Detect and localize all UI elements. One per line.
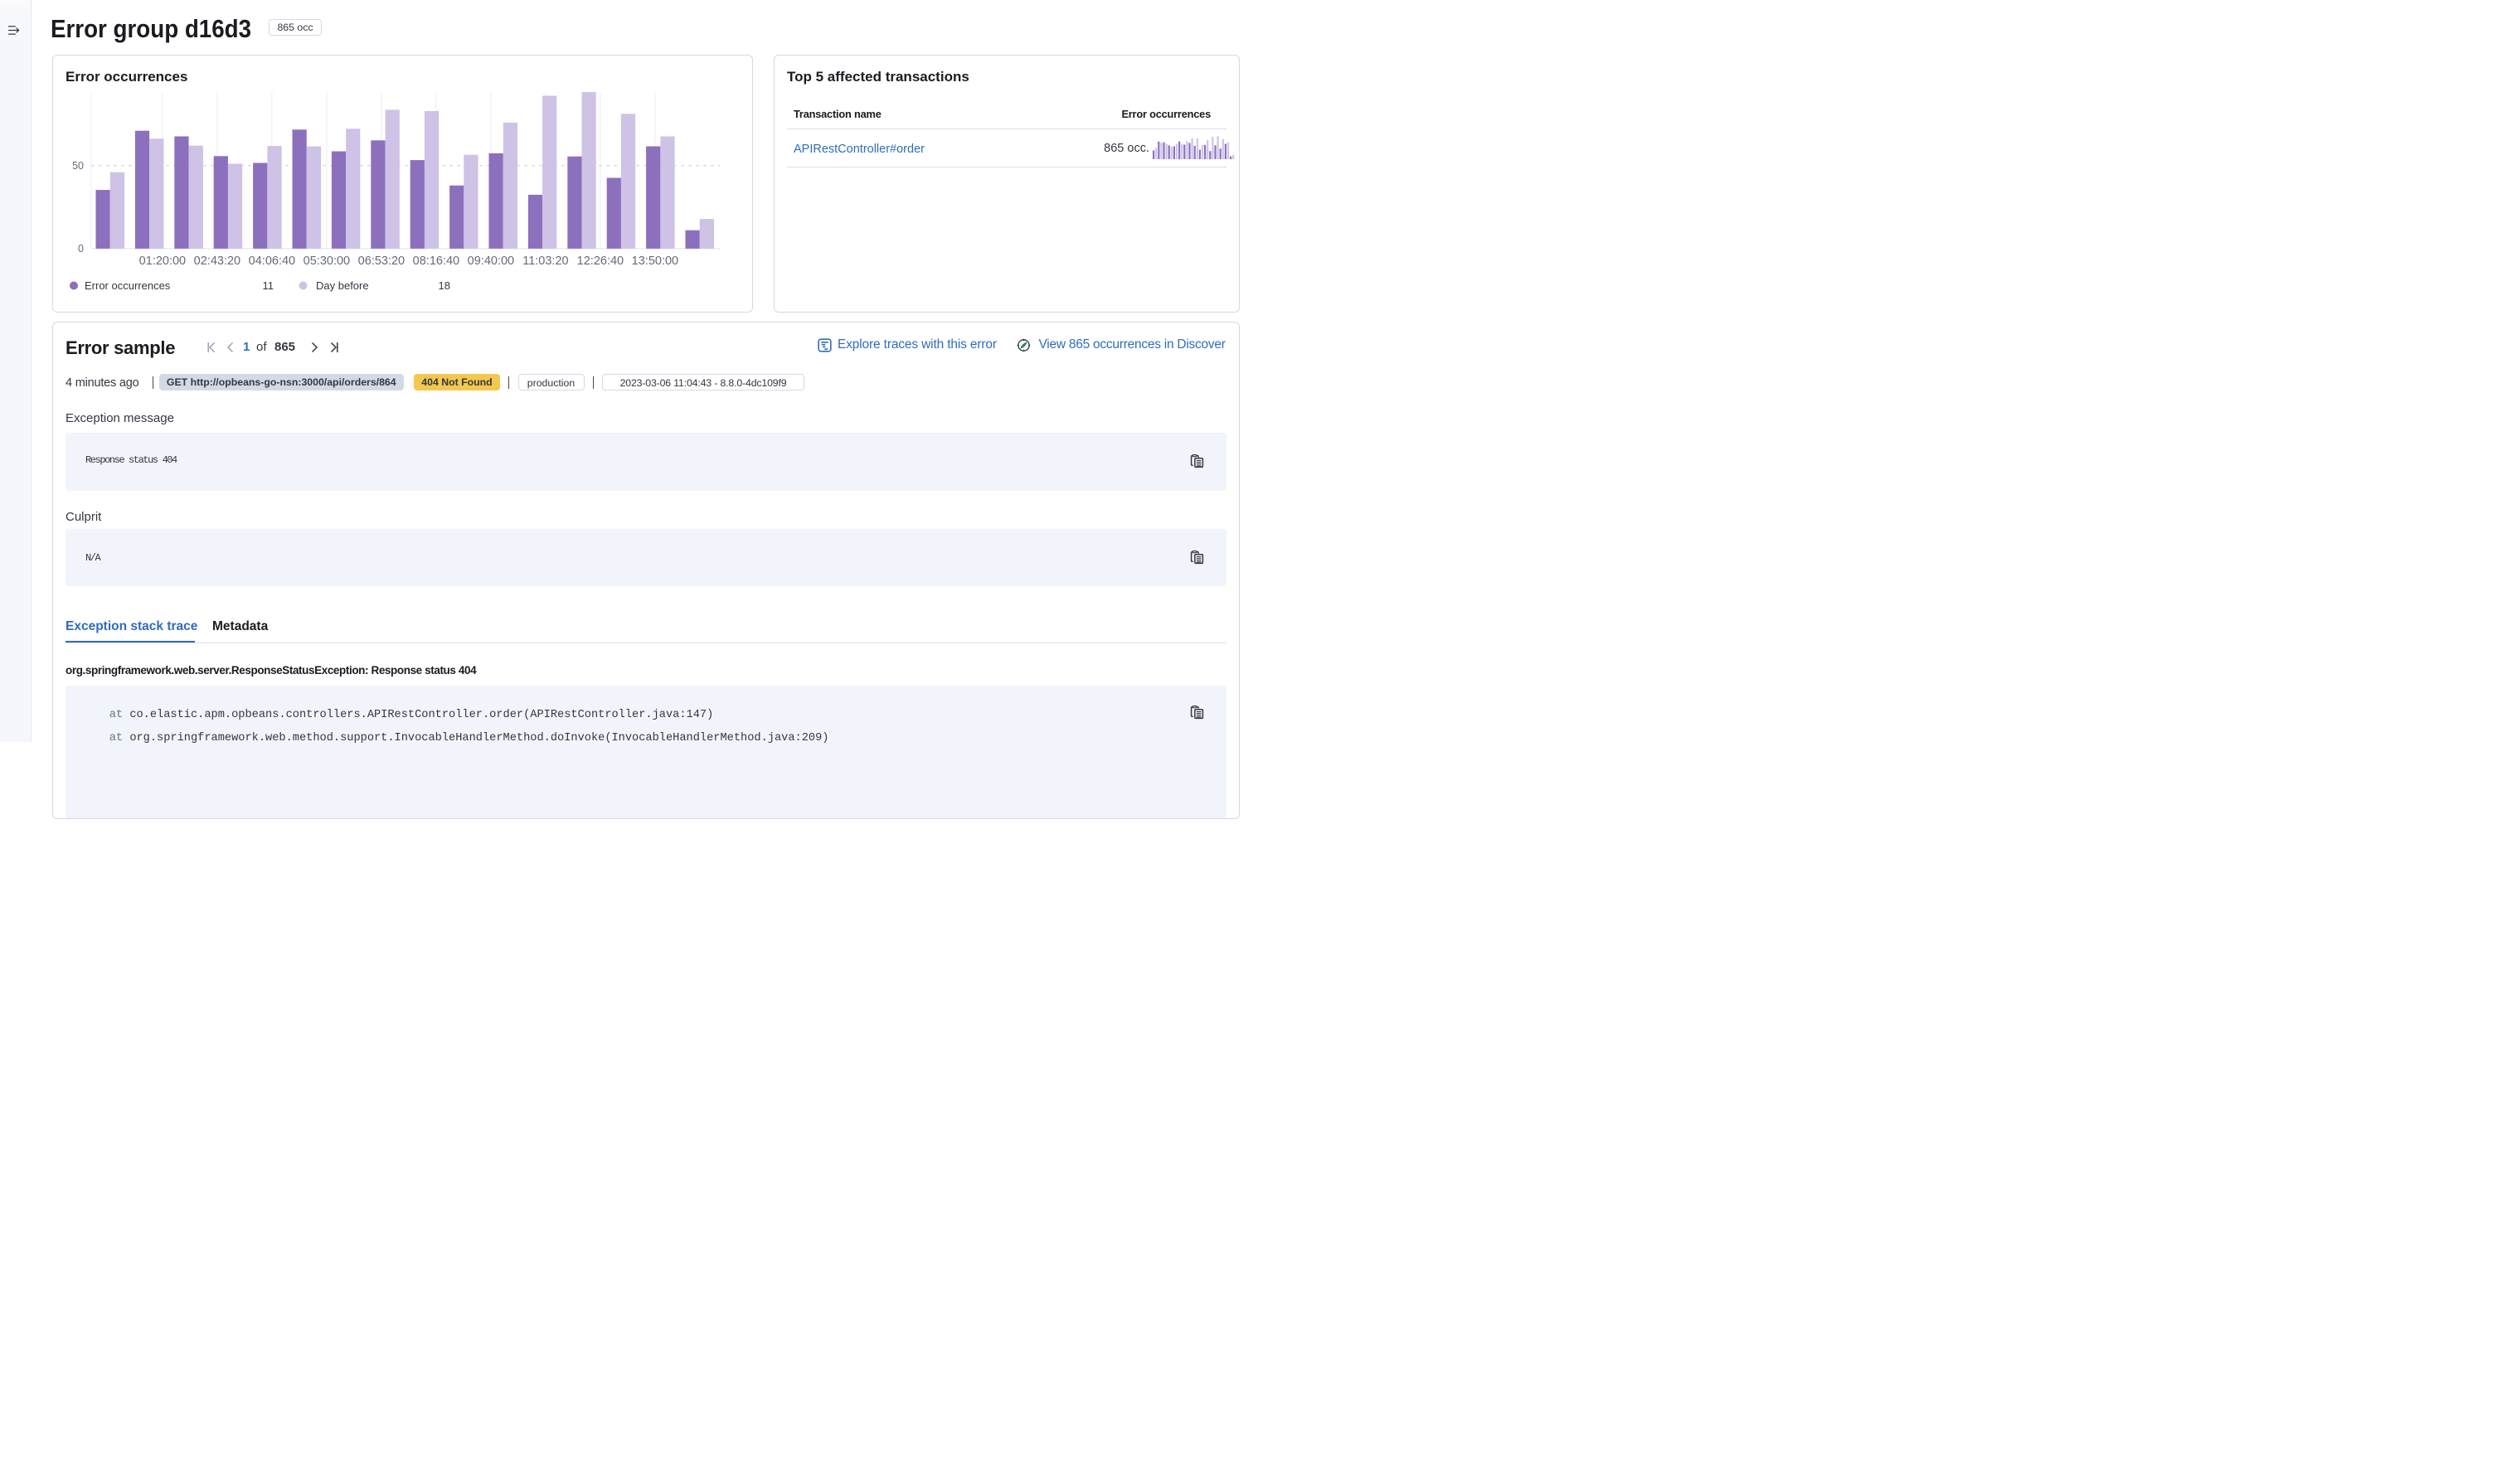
svg-text:50: 50 — [72, 159, 84, 171]
svg-text:0: 0 — [78, 242, 84, 254]
svg-text:Error occurrences: Error occurrences — [85, 279, 171, 292]
svg-text:05:30:00: 05:30:00 — [304, 255, 350, 268]
svg-text:18: 18 — [439, 279, 450, 292]
svg-text:09:40:00: 09:40:00 — [468, 255, 514, 268]
svg-text:01:20:00: 01:20:00 — [139, 255, 186, 268]
svg-text:13:50:00: 13:50:00 — [632, 255, 678, 268]
svg-text:04:06:40: 04:06:40 — [249, 255, 295, 268]
svg-text:12:26:40: 12:26:40 — [577, 255, 624, 268]
svg-text:11:03:20: 11:03:20 — [522, 255, 568, 268]
svg-text:11: 11 — [263, 279, 274, 292]
svg-text:06:53:20: 06:53:20 — [358, 255, 405, 268]
svg-text:02:43:20: 02:43:20 — [194, 255, 240, 268]
svg-text:08:16:40: 08:16:40 — [413, 255, 459, 268]
svg-text:Day before: Day before — [316, 279, 369, 292]
